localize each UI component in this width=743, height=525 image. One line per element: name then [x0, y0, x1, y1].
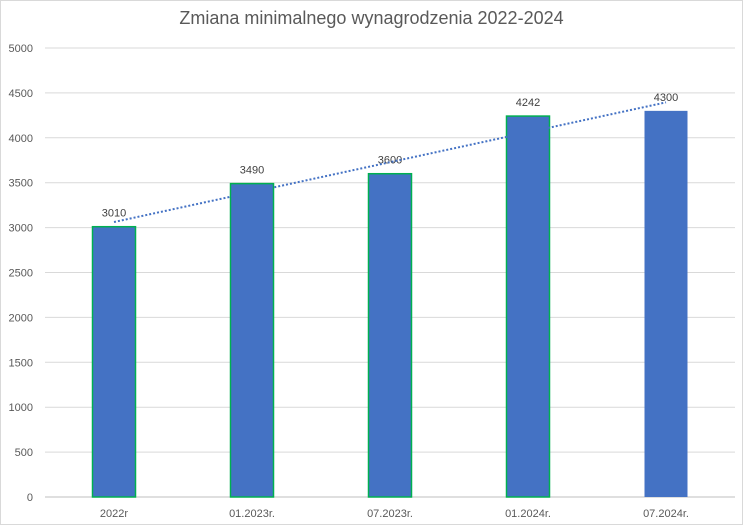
- data-label: 3010: [102, 208, 126, 220]
- y-tick-label: 1500: [9, 357, 33, 369]
- y-tick-label: 5000: [9, 43, 33, 55]
- y-tick-label: 3000: [9, 223, 33, 235]
- chart-title: Zmiana minimalnego wynagrodzenia 2022-20…: [179, 8, 564, 28]
- y-tick-label: 3500: [9, 178, 33, 190]
- y-tick-label: 2500: [9, 268, 33, 280]
- y-tick-label: 4500: [9, 88, 33, 100]
- data-label: 4242: [516, 97, 540, 109]
- y-tick-label: 0: [27, 492, 33, 504]
- y-tick-label: 2000: [9, 312, 33, 324]
- x-tick-label: 01.2024r.: [505, 508, 551, 520]
- bar: [505, 115, 551, 498]
- y-tick-label: 1000: [9, 402, 33, 414]
- x-tick-label: 2022r: [100, 508, 128, 520]
- x-tick-label: 07.2023r.: [367, 508, 413, 520]
- y-tick-label: 500: [15, 447, 33, 459]
- x-tick-label: 07.2024r.: [643, 508, 689, 520]
- bar: [644, 110, 688, 498]
- data-label: 4300: [654, 92, 678, 104]
- bar: [367, 172, 413, 498]
- bar: [91, 225, 137, 498]
- bar: [229, 182, 275, 498]
- data-label: 3490: [240, 165, 264, 177]
- y-tick-label: 4000: [9, 133, 33, 145]
- x-tick-label: 01.2023r.: [229, 508, 275, 520]
